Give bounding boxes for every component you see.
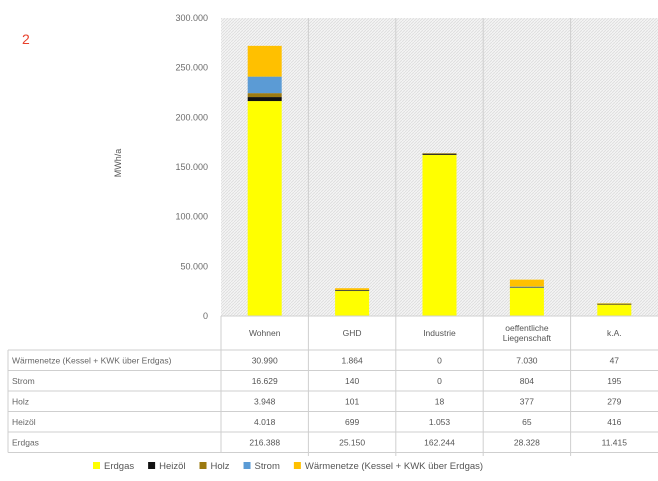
table-cell: 416 — [607, 417, 621, 427]
x-category-label: Wohnen — [249, 328, 281, 338]
table-cell: 1.864 — [341, 355, 363, 365]
bar-heizöl-3 — [422, 153, 457, 155]
bar-wärmenetze-2 — [335, 288, 370, 291]
table-row-label: Wärmenetze (Kessel + KWK über Erdgas) — [12, 355, 172, 365]
table-cell: 18 — [435, 396, 445, 406]
bar-wärmenetze-1 — [247, 45, 282, 77]
table-cell: 16.629 — [252, 376, 278, 386]
table-cell: 7.030 — [516, 355, 538, 365]
legend-swatch — [199, 462, 207, 469]
bar-erdgas-2 — [335, 291, 370, 316]
bar-wärmenetze-5 — [597, 303, 632, 304]
y-tick-label: 0 — [203, 311, 208, 321]
bar-holz-3 — [422, 153, 457, 154]
legend-swatch — [93, 462, 100, 469]
legend-label: Strom — [255, 461, 280, 472]
table-cell: 3.948 — [254, 396, 276, 406]
y-axis-label: MWh/a — [113, 149, 123, 178]
legend-swatch — [293, 462, 301, 469]
table-cell: 162.244 — [424, 437, 455, 447]
bar-holz-1 — [247, 93, 282, 98]
bar-strom-1 — [247, 76, 282, 94]
bar-heizöl-5 — [597, 304, 632, 305]
legend-swatch — [148, 462, 156, 469]
x-category-label: Liegenschaft — [503, 333, 552, 343]
y-tick-label: 50.000 — [180, 261, 208, 271]
table-cell: 28.328 — [514, 437, 540, 447]
bar-heizöl-2 — [335, 290, 370, 292]
table-row-label: Heizöl — [12, 417, 36, 427]
bar-strom-4 — [509, 286, 544, 288]
table-cell: 25.150 — [339, 437, 365, 447]
bar-holz-4 — [509, 287, 544, 288]
table-cell: 4.018 — [254, 417, 276, 427]
bar-erdgas-4 — [509, 287, 544, 316]
table-cell: 195 — [607, 376, 621, 386]
table-cell: 377 — [520, 396, 534, 406]
bar-heizöl-1 — [247, 97, 282, 102]
y-tick-label: 100.000 — [175, 212, 208, 222]
table-row-label: Holz — [12, 396, 29, 406]
legend-label: Heizöl — [159, 461, 185, 472]
y-tick-label: 300.000 — [175, 13, 208, 23]
table-row-label: Strom — [12, 376, 35, 386]
table-cell: 1.053 — [429, 417, 451, 427]
y-tick-label: 200.000 — [175, 112, 208, 122]
table-row-label: Erdgas — [12, 437, 39, 447]
bar-erdgas-3 — [422, 154, 457, 316]
x-category-label: oeffentliche — [505, 323, 549, 333]
table-cell: 0 — [437, 376, 442, 386]
y-tick-label: 250.000 — [175, 63, 208, 73]
table-cell: 65 — [522, 417, 532, 427]
bar-erdgas-1 — [247, 101, 282, 316]
table-cell: 47 — [610, 355, 620, 365]
table-cell: 804 — [520, 376, 534, 386]
x-category-label: GHD — [343, 328, 362, 338]
bar-erdgas-5 — [597, 304, 632, 316]
table-cell: 101 — [345, 396, 359, 406]
table-cell: 279 — [607, 396, 621, 406]
table-cell: 140 — [345, 376, 359, 386]
table-cell: 30.990 — [252, 355, 278, 365]
legend-label: Holz — [211, 461, 230, 472]
x-category-label: k.A. — [607, 328, 622, 338]
table-cell: 0 — [437, 355, 442, 365]
table-cell: 216.388 — [249, 437, 280, 447]
table-cell: 699 — [345, 417, 359, 427]
legend-swatch — [243, 462, 251, 469]
bar-wärmenetze-4 — [509, 279, 544, 287]
y-tick-label: 150.000 — [175, 162, 208, 172]
x-category-label: Industrie — [423, 328, 456, 338]
legend-label: Erdgas — [104, 461, 134, 472]
figure-number: 2 — [22, 31, 30, 47]
legend-label: Wärmenetze (Kessel + KWK über Erdgas) — [305, 461, 483, 472]
table-cell: 11.415 — [602, 437, 628, 447]
